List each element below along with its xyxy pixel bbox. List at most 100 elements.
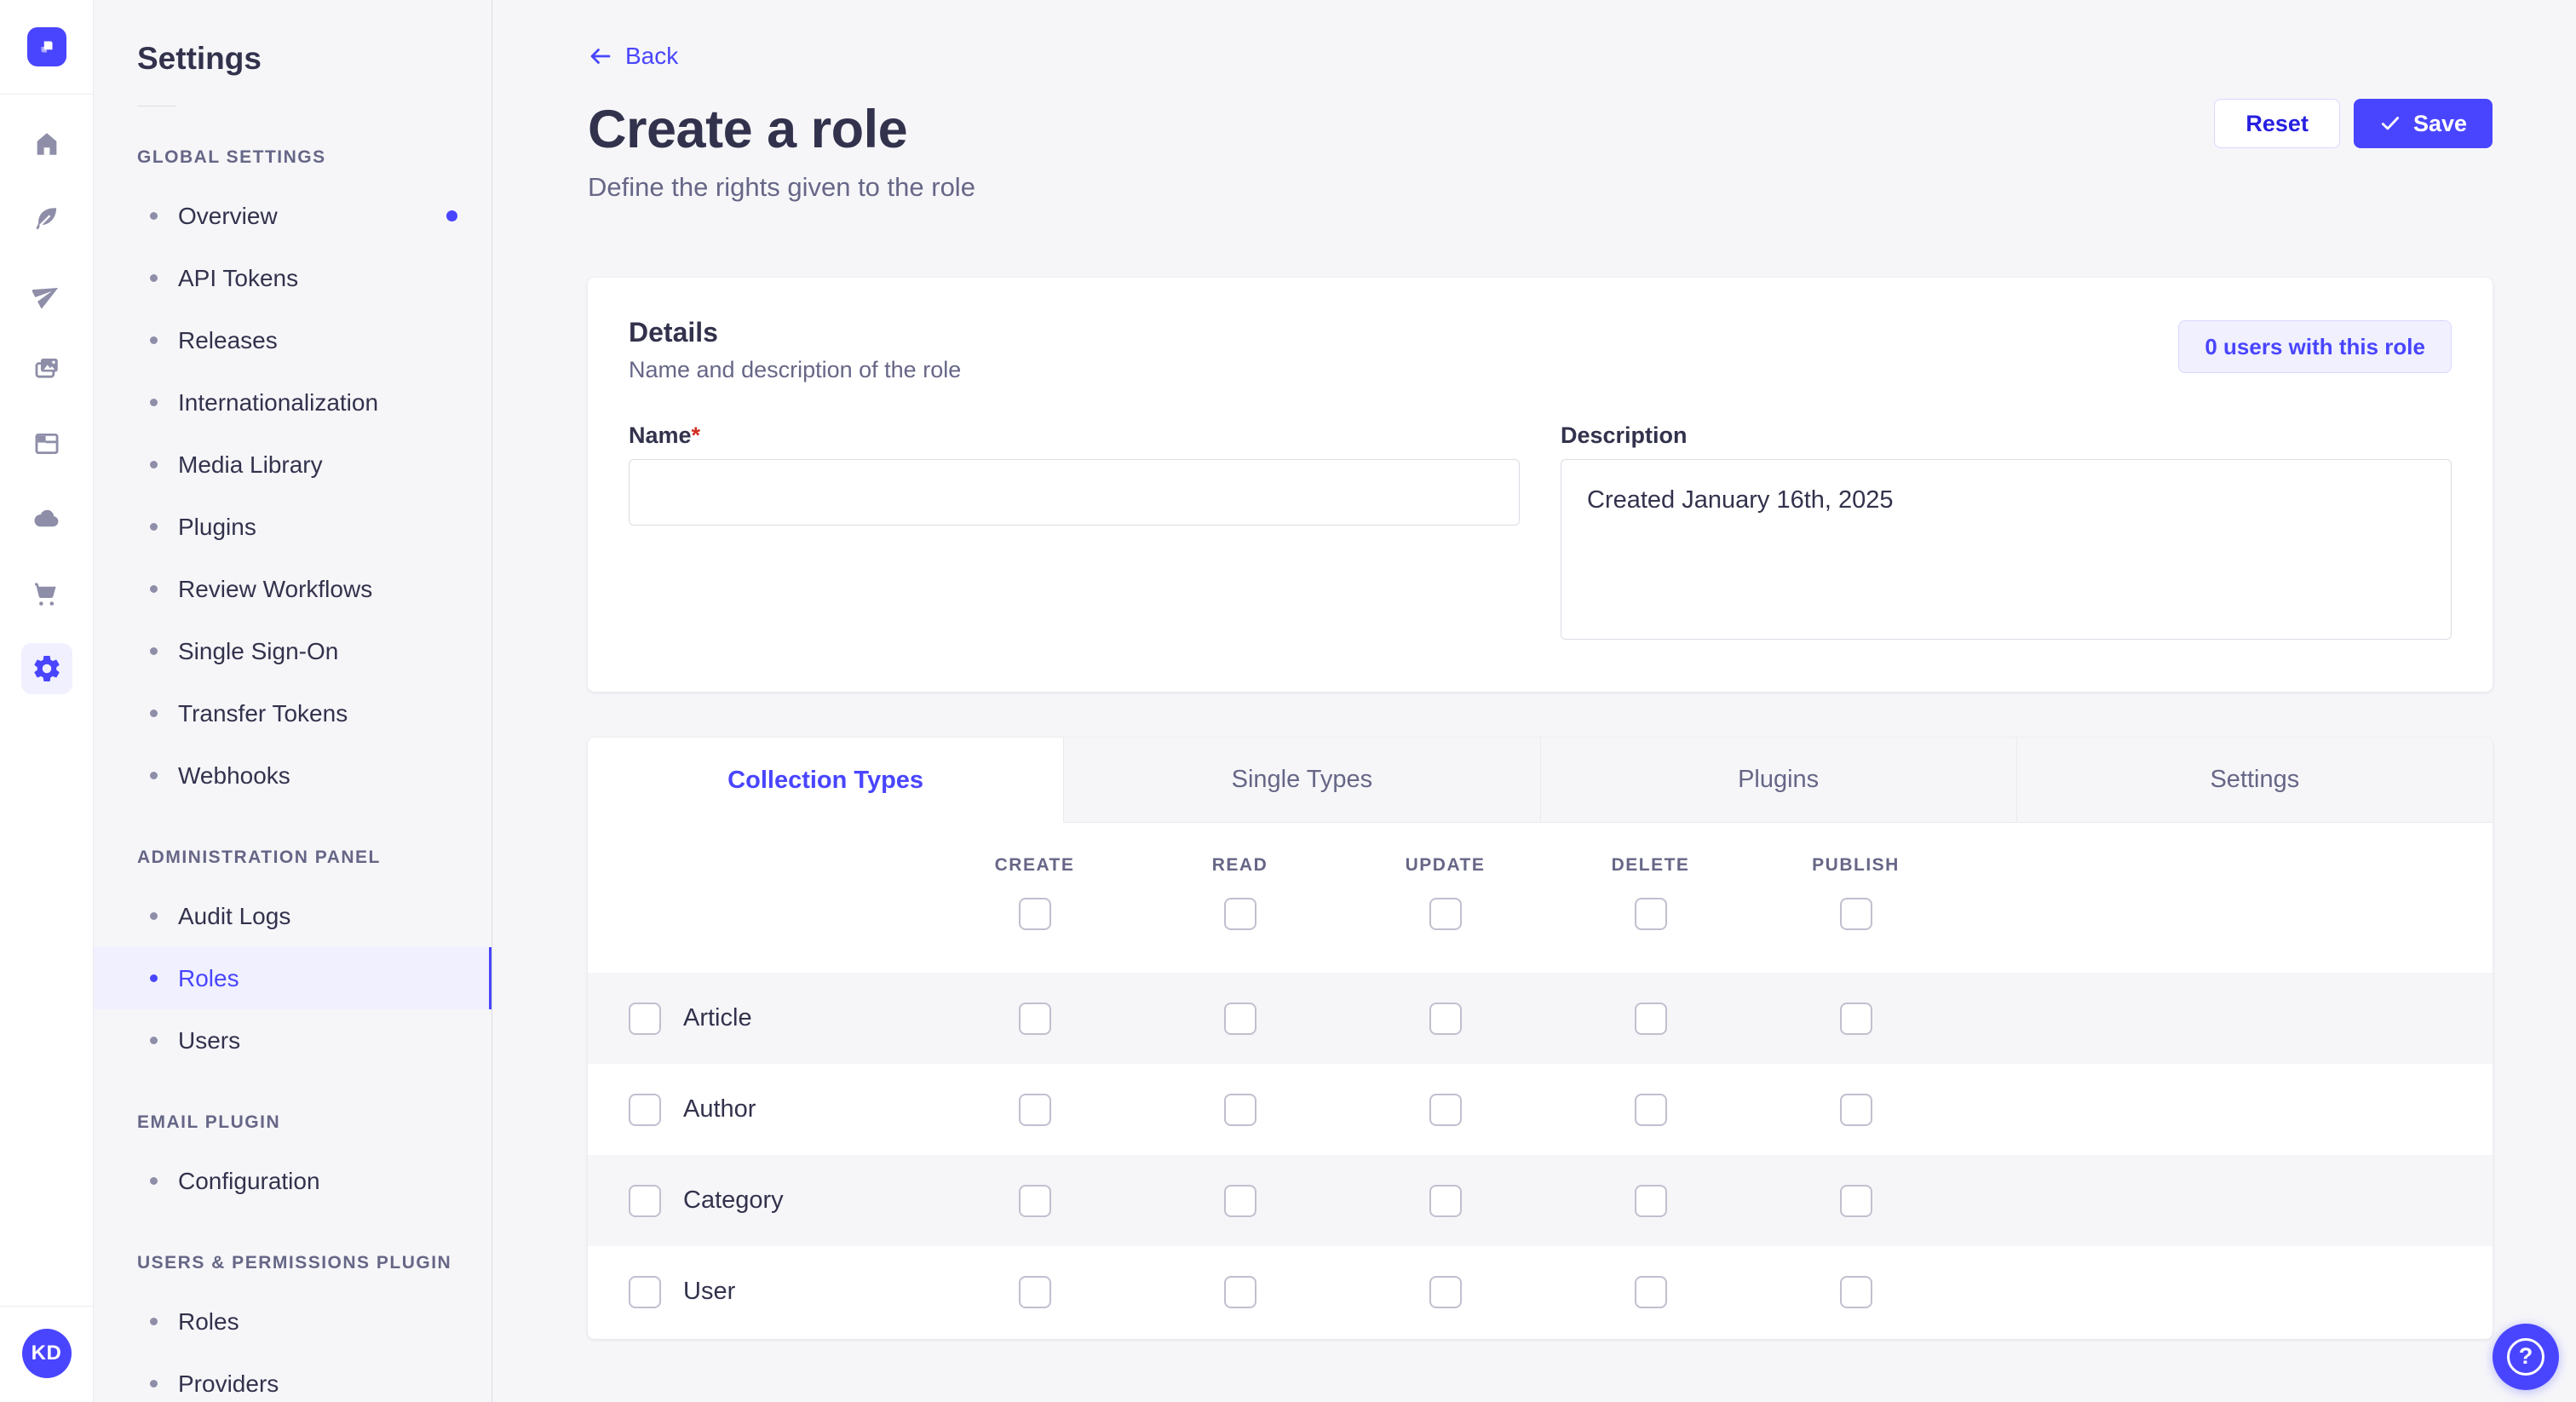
description-label: Description [1561,422,1688,448]
article-read-checkbox[interactable] [1223,1002,1256,1035]
section-label: ADMINISTRATION PANEL [137,848,381,867]
images-icon[interactable] [21,343,72,394]
article-update-checkbox[interactable] [1429,1002,1462,1035]
shopping-cart-icon[interactable] [21,568,72,619]
rail-divider [0,94,94,95]
category-update-checkbox[interactable] [1429,1184,1462,1217]
author-update-checkbox[interactable] [1429,1093,1462,1126]
name-input[interactable] [629,459,1520,526]
sidebar-item-api-tokens[interactable]: API Tokens [94,247,492,309]
sidebar-item-label: Internationalization [178,388,379,416]
sidebar-item-overview[interactable]: Overview [94,185,492,247]
select-all-create-checkbox[interactable] [1018,898,1051,930]
sidebar-item-single-sign-on[interactable]: Single Sign-On [94,620,492,682]
category-delete-checkbox[interactable] [1634,1184,1667,1217]
rail-bottom: KD [0,1306,94,1402]
details-card-titles: Details Name and description of the role [629,317,961,383]
category-read-checkbox[interactable] [1223,1184,1256,1217]
column-header-read: READ [1211,855,1268,875]
users-with-role-button[interactable]: 0 users with this role [2178,320,2452,373]
article-create-checkbox[interactable] [1018,1002,1051,1035]
tab-collection-types[interactable]: Collection Types [588,738,1064,823]
strapi-logo-icon [41,41,52,53]
user-avatar[interactable]: KD [21,1329,72,1378]
select-all-read-checkbox[interactable] [1223,898,1256,930]
user-update-checkbox[interactable] [1429,1275,1462,1308]
sidebar-item-plugins[interactable]: Plugins [94,496,492,558]
author-delete-checkbox[interactable] [1634,1093,1667,1126]
sidebar-item-internationalization[interactable]: Internationalization [94,371,492,434]
arrow-left-icon [590,49,611,64]
strapi-logo[interactable] [26,27,66,66]
sidebar-item-providers[interactable]: Providers [94,1353,492,1402]
sidebar-item-review-workflows[interactable]: Review Workflows [94,558,492,620]
user-create-checkbox[interactable] [1018,1275,1051,1308]
category-create-checkbox[interactable] [1018,1184,1051,1217]
sidebar-item-media-library[interactable]: Media Library [94,434,492,496]
description-field-group: Description Created January 16th, 2025 [1561,422,2452,644]
section-email-plugin: EMAIL PLUGIN Configuration [94,1112,492,1212]
user-delete-checkbox[interactable] [1634,1275,1667,1308]
cloud-icon[interactable] [21,493,72,544]
feather-icon[interactable] [21,193,72,244]
home-icon[interactable] [21,118,72,170]
help-button[interactable]: ? [2493,1324,2559,1390]
reset-button[interactable]: Reset [2214,99,2340,148]
back-link[interactable]: Back [588,43,678,70]
settings-subnav: Settings GLOBAL SETTINGS Overview API To… [94,0,492,1402]
author-create-checkbox[interactable] [1018,1093,1051,1126]
layout-panel-icon[interactable] [21,418,72,469]
row-select-checkbox[interactable] [629,1002,661,1035]
sidebar-item-webhooks[interactable]: Webhooks [94,744,492,807]
sidebar-item-up-roles[interactable]: Roles [94,1290,492,1353]
bullet-icon [150,336,158,344]
tab-settings[interactable]: Settings [2015,738,2493,823]
user-read-checkbox[interactable] [1223,1275,1256,1308]
tab-single-types[interactable]: Single Types [1063,738,1540,823]
notification-dot-icon [446,210,457,221]
sidebar-item-label: Overview [178,202,278,229]
section-users-permissions-plugin: USERS & PERMISSIONS PLUGIN Roles Provide… [94,1253,492,1402]
sidebar-item-releases[interactable]: Releases [94,309,492,371]
sidebar-item-label: Single Sign-On [178,637,339,664]
bullet-icon [150,974,158,982]
select-all-update-checkbox[interactable] [1429,898,1462,930]
sidebar-item-label: API Tokens [178,264,299,291]
sidebar-item-roles[interactable]: Roles [94,947,492,1009]
sidebar-item-audit-logs[interactable]: Audit Logs [94,885,492,947]
section-label: USERS & PERMISSIONS PLUGIN [137,1253,452,1273]
row-select-checkbox[interactable] [629,1093,661,1126]
paper-plane-icon[interactable] [21,268,72,319]
subnav-title: Settings [137,41,262,76]
author-read-checkbox[interactable] [1223,1093,1256,1126]
user-publish-checkbox[interactable] [1839,1275,1872,1308]
sidebar-item-users[interactable]: Users [94,1009,492,1072]
column-headers-row: CREATE READ UPDATE DELETE PUBLISH [588,855,2493,876]
bullet-icon [150,1177,158,1185]
sidebar-item-configuration[interactable]: Configuration [94,1150,492,1212]
category-publish-checkbox[interactable] [1839,1184,1872,1217]
sidebar-item-transfer-tokens[interactable]: Transfer Tokens [94,682,492,744]
bullet-icon [150,1380,158,1388]
save-button[interactable]: Save [2353,99,2493,148]
select-all-publish-checkbox[interactable] [1839,898,1872,930]
author-publish-checkbox[interactable] [1839,1093,1872,1126]
row-select-checkbox[interactable] [629,1275,661,1308]
sidebar-item-label: Releases [178,326,278,353]
section-global-settings: GLOBAL SETTINGS Overview API Tokens Rele… [94,147,492,807]
select-all-delete-checkbox[interactable] [1634,898,1667,930]
bullet-icon [150,710,158,717]
back-label: Back [625,43,679,69]
tab-plugins[interactable]: Plugins [1539,738,2016,823]
page-header: Back Create a role Define the rights giv… [492,0,2576,203]
sidebar-item-label: Webhooks [178,761,290,789]
article-publish-checkbox[interactable] [1839,1002,1872,1035]
permissions-tabs: Collection Types Single Types Plugins Se… [588,738,2493,823]
page-title: Create a role [588,100,908,159]
row-select-checkbox[interactable] [629,1184,661,1217]
description-textarea[interactable]: Created January 16th, 2025 [1561,459,2452,640]
article-delete-checkbox[interactable] [1634,1002,1667,1035]
gear-icon[interactable] [20,643,72,694]
column-header-publish: PUBLISH [1812,855,1900,875]
bullet-icon [150,1037,158,1044]
